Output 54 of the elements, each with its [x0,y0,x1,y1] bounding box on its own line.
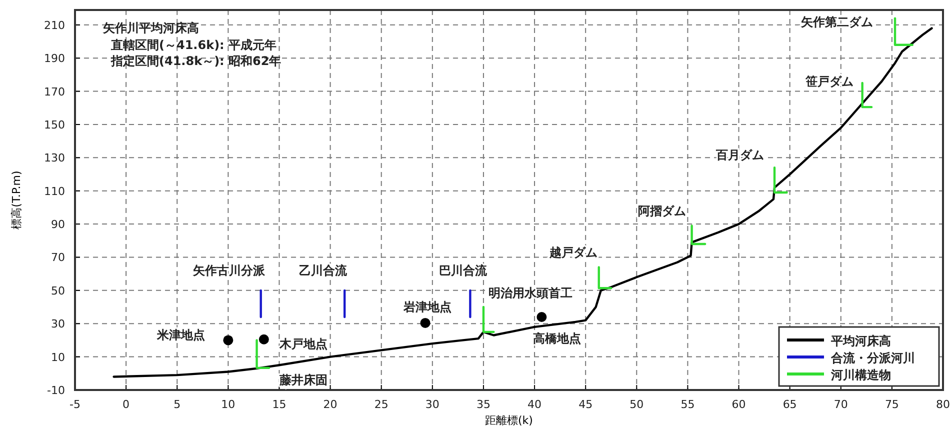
annotation: 笹戸ダム [804,74,854,88]
y-tick-label: 10 [51,350,65,364]
x-tick-label: 0 [122,398,130,411]
legend-label: 合流・分派河川 [830,351,915,365]
annotation: 木戸地点 [278,337,328,352]
annotation: 指定区間(41.8k～): 昭和62年 [110,54,282,68]
x-tick-label: 20 [323,398,338,411]
annotation: 越戸ダム [548,245,598,260]
x-tick-label: 30 [425,398,440,411]
annotation: 乙川合流 [299,264,348,278]
annotation: 高橋地点 [532,332,581,346]
annotation: 米津地点 [156,328,206,342]
y-tick-label: 170 [44,85,65,98]
annotation: 阿摺ダム [638,204,686,218]
x-tick-label: 65 [782,398,797,411]
y-tick-label: 110 [44,184,65,198]
x-tick-label: 50 [630,398,644,411]
x-tick-label: 25 [374,398,388,411]
x-tick-label: 60 [732,398,746,411]
x-tick-label: 55 [680,398,695,411]
y-tick-label: 70 [51,251,65,264]
y-axis-title: 標高(T.P.m) [10,170,23,230]
annotation: 藤井床固 [278,373,328,388]
y-tick-label: 190 [44,52,65,66]
legend-label: 平均河床高 [830,334,891,348]
annotation: 矢作古川分派 [192,264,266,278]
x-tick-label: 40 [528,398,542,411]
annotation: 明治用水頭首工 [488,286,572,300]
annotation: 直轄区間(～41.6k): 平成元年 [110,38,277,52]
x-tick-label: 10 [221,398,236,411]
y-tick-label: 50 [51,284,65,298]
point [223,335,234,346]
x-tick-label: 80 [936,398,950,411]
x-axis-title: 距離標(k) [485,414,533,427]
legend-label: 河川構造物 [830,368,891,382]
text: 矢作川平均河床高 [102,21,199,35]
point [420,318,430,328]
x-tick-label: 5 [174,398,181,411]
annotation: 巴川合流 [439,264,488,278]
y-tick-label: 30 [51,318,65,331]
point [258,334,269,344]
x-tick-label: 70 [834,398,848,411]
y-tick-label: 130 [44,152,65,165]
x-tick-label: 35 [476,398,490,411]
y-tick-label: -10 [47,384,65,397]
x-tick-label: -5 [70,398,80,411]
annotation: 岩津地点 [402,300,452,314]
x-tick-label: 75 [884,398,899,411]
x-tick-label: 45 [578,398,593,411]
point [536,312,547,322]
y-tick-label: 210 [44,18,65,32]
y-tick-label: 150 [44,118,65,132]
x-tick-label: 15 [272,398,286,411]
y-tick-label: 90 [51,218,65,232]
